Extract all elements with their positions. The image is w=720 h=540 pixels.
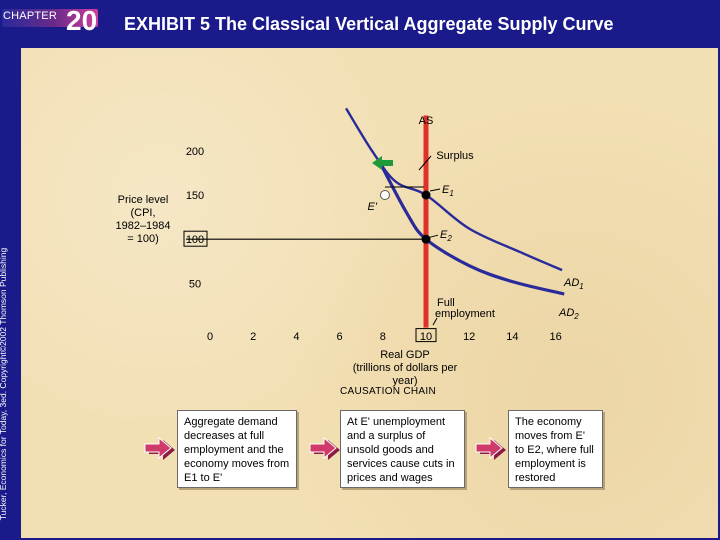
chain-arrow-icon [475, 436, 506, 460]
full-employment-leader [432, 317, 438, 326]
e2-leader [429, 234, 439, 238]
ad1-label: AD1 [563, 277, 584, 291]
causation-box: Aggregate demand decreases at full emplo… [177, 410, 297, 488]
chapter-label: CHAPTER [3, 10, 57, 22]
chapter-badge [2, 9, 98, 27]
chapter-number: 20 [66, 5, 98, 36]
ad2-label: AD2 [558, 307, 579, 321]
y-axis-label-line: (CPI, [130, 207, 156, 219]
x-tick-label: 8 [380, 331, 386, 343]
causation-chain-title: CAUSATION CHAIN [340, 386, 436, 397]
e-prime-label: E' [368, 201, 378, 213]
causation-box-text: At E' unemployment and a surplus of unso… [347, 416, 455, 484]
x-tick-label: 16 [549, 331, 561, 343]
as-label: AS [419, 115, 434, 127]
causation-box-text: Aggregate demand decreases at full emplo… [184, 416, 290, 484]
full-employment-label: Full [437, 297, 455, 309]
ad2-curve [377, 158, 565, 296]
y-axis-label-line: Price level [117, 194, 169, 206]
point-e-prime [379, 190, 390, 200]
exhibit-title: EXHIBIT 5 The Classical Vertical Aggrega… [124, 14, 614, 34]
y-tick-highlight-box [183, 230, 208, 247]
causation-box-text: The economy moves from E' to E2, where f… [515, 416, 594, 484]
x-tick-label: 14 [506, 331, 518, 343]
x-tick-label: 4 [293, 331, 299, 343]
ad1-curve [345, 107, 563, 272]
causation-box: At E' unemployment and a surplus of unso… [340, 410, 465, 488]
x-tick-highlight-box [415, 328, 437, 343]
y-tick-label: 150 [186, 190, 204, 202]
y-tick-label: 100 [186, 234, 204, 246]
y-axis-label: Price level (CPI, 1982–1984 = 100) [108, 194, 178, 246]
x-tick-label: 10 [420, 331, 432, 343]
chain-arrow-icon [309, 436, 340, 460]
chain-arrow-icon [144, 436, 175, 460]
causation-box: The economy moves from E' to E2, where f… [508, 410, 603, 488]
x-axis-label: Real GDP (trillions of dollars per year) [340, 349, 470, 388]
x-axis-title: Real GDP [380, 349, 430, 361]
e2-label: E2 [440, 229, 452, 243]
surplus-label: Surplus [436, 150, 474, 162]
header-bar: CHAPTER 20 EXHIBIT 5 The Classical Verti… [0, 0, 720, 50]
y-tick-label: 50 [189, 278, 201, 290]
full-employment-label: employment [435, 308, 495, 320]
x-tick-label: 12 [463, 331, 475, 343]
surplus-arrow-icon [372, 156, 393, 170]
x-tick-label: 6 [337, 331, 343, 343]
y-axis-label-line: = 100) [127, 233, 159, 245]
point-e1 [421, 190, 431, 200]
x-tick-label: 0 [207, 331, 213, 343]
y-tick-label: 200 [186, 146, 204, 158]
x-axis-subtitle: (trillions of dollars per year) [352, 362, 458, 387]
e1-label: E1 [442, 184, 454, 198]
y-axis-label-line: 1982–1984 [115, 220, 171, 232]
e1-leader [429, 188, 441, 192]
surplus-leader [418, 155, 432, 171]
x-tick-label: 2 [250, 331, 256, 343]
